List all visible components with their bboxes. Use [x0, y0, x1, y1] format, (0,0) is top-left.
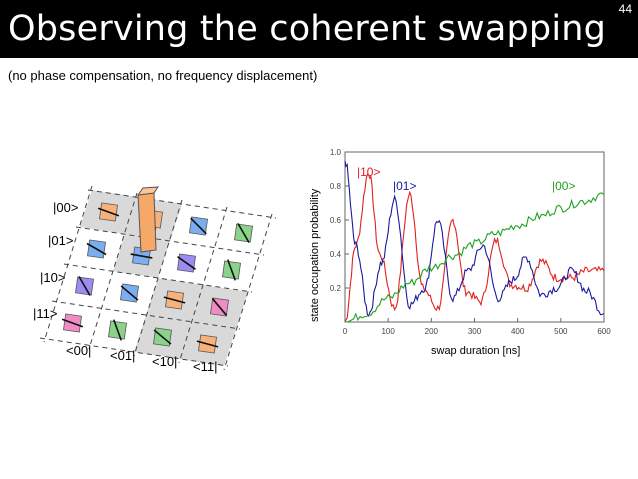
phase-arrow: [86, 242, 107, 256]
y-axis-label: state occupation probability: [309, 188, 321, 322]
row-label-01: |01>: [48, 233, 73, 248]
matrix-cells: [39, 185, 277, 371]
y-tick-label: 0.8: [330, 182, 342, 191]
phase-arrow: [97, 207, 120, 217]
x-tick-label: 500: [554, 327, 568, 336]
phase-arrow: [196, 340, 219, 348]
grid-line: [75, 226, 265, 256]
series-line-0: [344, 173, 605, 323]
bar-top: [136, 186, 159, 196]
row-label-00: |00>: [53, 200, 78, 215]
phase-arrow: [130, 253, 153, 259]
y-tick-label: 0.2: [330, 284, 342, 293]
grid-line: [51, 300, 241, 330]
phase-arrow: [226, 259, 237, 281]
phase-arrow: [237, 223, 250, 243]
chart-tick-labels: 0 100 200 300 400 500 600 0.2 0.4 0.6 0.8 1.0: [330, 148, 611, 336]
series-label-10: |10>: [357, 165, 380, 179]
phase-arrow: [78, 276, 91, 296]
phase-arrow: [153, 329, 172, 345]
phase-arrow: [211, 298, 228, 316]
slide-subtitle: (no phase compensation, no frequency dis…: [8, 68, 318, 83]
series-line-1: [344, 160, 605, 318]
x-axis-label: swap duration [ns]: [431, 345, 520, 357]
chart-series: [344, 160, 605, 323]
series-line-2: [345, 192, 605, 323]
col-label-00: <00|: [66, 343, 91, 358]
y-tick-label: 1.0: [330, 148, 342, 157]
row-label-11: |11>: [33, 306, 57, 321]
chart-axes: [344, 151, 605, 323]
phase-arrow: [190, 217, 207, 235]
grid-line: [88, 192, 138, 350]
row-label-10: |10>: [40, 270, 65, 285]
grid-line: [133, 199, 183, 357]
y-tick-label: 0.4: [330, 250, 342, 259]
matrix-bar: [136, 186, 159, 253]
x-tick-label: 100: [381, 327, 395, 336]
x-tick-label: 600: [597, 327, 611, 336]
grid-line: [223, 213, 273, 371]
grid-line: [43, 185, 93, 343]
phase-arrow: [61, 318, 84, 328]
title-bar: Observing the coherent swapping 44: [0, 0, 638, 58]
x-tick-label: 300: [468, 327, 482, 336]
grid-line: [178, 206, 228, 364]
slide-number: 44: [618, 2, 632, 16]
grid-line: [39, 337, 229, 367]
col-label-11: <11|: [193, 359, 217, 374]
grid-line: [87, 189, 277, 219]
phase-arrow: [120, 285, 139, 301]
x-tick-label: 0: [343, 327, 348, 336]
phase-arrow: [163, 296, 186, 304]
slide-title: Observing the coherent swapping: [8, 9, 607, 49]
col-label-01: <01|: [110, 348, 135, 363]
x-tick-label: 400: [511, 327, 525, 336]
series-label-01: |01>: [393, 179, 416, 193]
x-tick-label: 200: [425, 327, 439, 336]
phase-arrow: [177, 256, 196, 270]
y-tick-label: 0.6: [330, 216, 342, 225]
grid-line: [63, 263, 253, 293]
series-label-00: |00>: [552, 179, 575, 193]
col-label-10: <10|: [152, 354, 177, 369]
phase-arrow: [112, 319, 123, 341]
